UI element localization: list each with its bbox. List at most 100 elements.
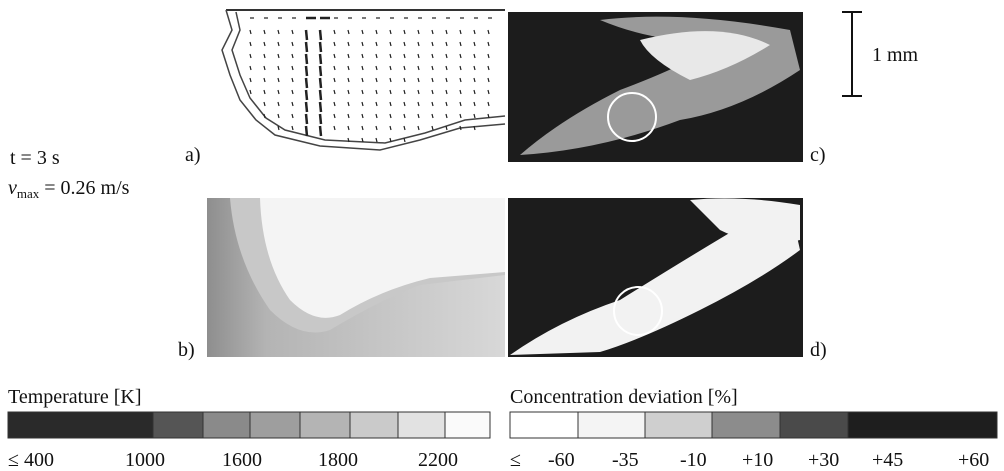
velocity-arrow bbox=[304, 101, 309, 113]
velocity-arrow bbox=[431, 29, 434, 35]
velocity-arrow bbox=[277, 125, 280, 131]
legend-label: ≤ bbox=[510, 449, 521, 471]
velocity-arrow bbox=[361, 77, 364, 83]
velocity-arrow bbox=[347, 77, 350, 83]
velocity-field bbox=[249, 16, 492, 143]
velocity-arrow bbox=[487, 89, 490, 95]
velocity-arrow bbox=[445, 89, 448, 95]
velocity-arrow bbox=[277, 101, 280, 107]
velocity-arrow bbox=[291, 113, 294, 119]
velocity-arrow bbox=[445, 53, 448, 59]
velocity-arrow bbox=[333, 29, 336, 35]
velocity-arrow bbox=[487, 41, 490, 47]
velocity-arrow bbox=[487, 113, 490, 119]
velocity-arrow bbox=[445, 101, 448, 107]
velocity-arrow bbox=[375, 29, 378, 35]
velocity-arrow bbox=[389, 89, 392, 95]
velocity-arrow bbox=[459, 101, 462, 107]
legend-label: -10 bbox=[680, 449, 707, 471]
velocity-arrow bbox=[347, 89, 350, 95]
velocity-arrow bbox=[459, 65, 462, 71]
velocity-arrow bbox=[431, 65, 434, 71]
velocity-arrow bbox=[459, 113, 462, 119]
velocity-arrow bbox=[291, 89, 294, 95]
velocity-arrow bbox=[291, 53, 294, 59]
velocity-arrow bbox=[263, 41, 266, 47]
velocity-arrow bbox=[417, 29, 420, 35]
velocity-arrow bbox=[347, 29, 350, 35]
velocity-arrow bbox=[473, 101, 476, 107]
velocity-arrow bbox=[318, 65, 323, 77]
velocity-arrow bbox=[304, 77, 309, 89]
velocity-arrow bbox=[417, 113, 420, 119]
panel-label: d) bbox=[810, 339, 827, 361]
velocity-arrow bbox=[431, 113, 434, 119]
velocity-arrow bbox=[389, 53, 392, 59]
velocity-arrow bbox=[291, 125, 294, 131]
velocity-arrow bbox=[347, 101, 350, 107]
marker-circle bbox=[607, 92, 657, 142]
velocity-arrow bbox=[375, 125, 378, 131]
velocity-arrow bbox=[304, 125, 309, 137]
velocity-arrow bbox=[333, 65, 336, 71]
velocity-arrow bbox=[473, 89, 476, 95]
velocity-arrow bbox=[375, 53, 378, 59]
velocity-arrow bbox=[403, 29, 406, 35]
velocity-arrow bbox=[417, 53, 420, 59]
velocity-arrow bbox=[318, 41, 323, 53]
velocity-arrow bbox=[445, 41, 448, 47]
velocity-arrow bbox=[249, 29, 252, 35]
velocity-arrow bbox=[375, 113, 378, 119]
velocity-arrow bbox=[361, 101, 364, 107]
velocity-arrow bbox=[361, 65, 364, 71]
velocity-arrow bbox=[361, 89, 364, 95]
velocity-arrow bbox=[431, 77, 434, 83]
velocity-arrow bbox=[263, 65, 266, 71]
legend-label: -35 bbox=[612, 449, 639, 471]
velocity-arrow bbox=[473, 113, 476, 119]
velocity-arrow bbox=[431, 101, 434, 107]
velocity-arrow bbox=[375, 137, 378, 143]
velocity-arrow bbox=[249, 53, 252, 59]
velocity-arrow bbox=[487, 53, 490, 59]
vmax-subscript: max bbox=[17, 186, 40, 201]
marker-circle bbox=[613, 286, 663, 336]
colorbar-segment bbox=[509, 411, 579, 439]
panel-a bbox=[221, 8, 506, 160]
colorbar-segment bbox=[711, 411, 781, 439]
velocity-arrow bbox=[487, 101, 490, 107]
velocity-arrow bbox=[431, 89, 434, 95]
velocity-arrow bbox=[389, 77, 392, 83]
velocity-arrow bbox=[403, 77, 406, 83]
velocity-arrow bbox=[333, 89, 336, 95]
legend-label: 1600 bbox=[222, 449, 262, 471]
panel-c bbox=[508, 12, 803, 162]
velocity-arrow bbox=[263, 101, 266, 107]
time-label: t = 3 s bbox=[10, 147, 60, 169]
velocity-arrow bbox=[333, 77, 336, 83]
velocity-arrow bbox=[347, 125, 350, 131]
velocity-arrow bbox=[304, 41, 309, 53]
velocity-arrow bbox=[347, 65, 350, 71]
velocity-arrow bbox=[417, 89, 420, 95]
velocity-arrow bbox=[459, 125, 462, 131]
velocity-arrow bbox=[389, 65, 392, 71]
legend-title: Temperature [K] bbox=[8, 386, 142, 408]
vmax-symbol: v bbox=[8, 177, 17, 199]
legend-label: 1800 bbox=[318, 449, 358, 471]
velocity-arrow bbox=[249, 77, 252, 83]
melt-boundary bbox=[231, 11, 506, 144]
legend-label: +30 bbox=[808, 449, 839, 471]
velocity-arrow bbox=[403, 65, 406, 71]
velocity-arrow bbox=[375, 41, 378, 47]
velocity-arrow bbox=[318, 77, 323, 89]
velocity-arrow bbox=[304, 53, 309, 65]
velocity-arrow bbox=[277, 89, 280, 95]
colorbar-segment bbox=[577, 411, 646, 439]
velocity-arrow bbox=[417, 101, 420, 107]
panel-label: c) bbox=[810, 144, 826, 166]
colorbar-segment bbox=[249, 411, 301, 439]
velocity-arrow bbox=[431, 53, 434, 59]
velocity-arrow bbox=[403, 89, 406, 95]
velocity-arrow bbox=[318, 29, 323, 41]
